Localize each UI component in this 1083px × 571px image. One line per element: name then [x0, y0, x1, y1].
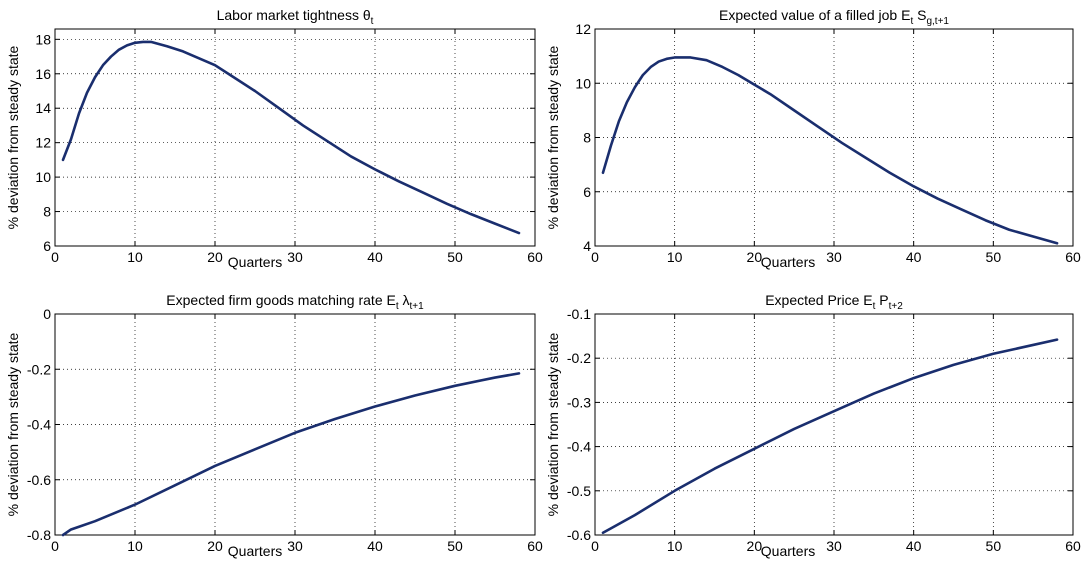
- y-axis-label: % deviation from steady state: [545, 332, 561, 516]
- x-tick-label: 20: [747, 249, 763, 265]
- series-line-1: [601, 56, 1059, 245]
- y-tick-label: -0.3: [567, 394, 591, 410]
- y-tick-label: 16: [35, 66, 51, 82]
- subplot-3: 0 10 20 30 40 50 60 -0.8 -0.6 -0.4 -0.2 0 Expected f…: [5, 292, 543, 559]
- x-tick-label: 10: [127, 249, 143, 265]
- series-line-1: [61, 372, 521, 537]
- y-tick-label: 10: [575, 75, 591, 91]
- x-tick-label: 50: [986, 538, 1002, 554]
- y-tick-label: -0.4: [27, 417, 51, 433]
- y-tick-label: 4: [583, 238, 591, 254]
- series-line-1: [601, 338, 1059, 535]
- x-tick-label: 0: [51, 249, 59, 265]
- x-axis-label: Quarters: [761, 543, 815, 559]
- x-axis-label: Quarters: [228, 254, 282, 270]
- x-tick-label: 50: [986, 249, 1002, 265]
- x-tick-label: 0: [591, 249, 599, 265]
- x-tick-label: 40: [906, 538, 922, 554]
- x-tick-label: 10: [667, 249, 683, 265]
- chart-title: Expected firm goods matching rate Et λt+…: [166, 292, 424, 312]
- y-tick-label: -0.1: [567, 306, 591, 322]
- x-tick-label: 40: [367, 249, 383, 265]
- x-tick-label: 20: [747, 538, 763, 554]
- y-tick-label: -0.6: [567, 527, 591, 543]
- y-tick-label: 14: [35, 100, 51, 116]
- subplot-2: 0 10 20 30 40 50 60 4 6 8 10 12 Expected value of a …: [545, 7, 1081, 270]
- x-tick-label: 30: [287, 249, 303, 265]
- x-tick-label: 0: [51, 538, 59, 554]
- x-tick-label: 60: [527, 249, 543, 265]
- y-tick-label: 8: [43, 204, 51, 220]
- axes-box: [594, 313, 1074, 536]
- x-tick-label: 60: [527, 538, 543, 554]
- series-line-1: [61, 40, 521, 235]
- x-tick-label: 0: [591, 538, 599, 554]
- y-axis-label: % deviation from steady state: [5, 45, 21, 229]
- y-tick-label: 0: [43, 306, 51, 322]
- y-tick-label: 18: [35, 31, 51, 47]
- y-tick-label: -0.4: [567, 439, 591, 455]
- y-tick-label: 12: [575, 21, 591, 37]
- y-tick-label: 6: [583, 184, 591, 200]
- y-tick-label: 12: [35, 135, 51, 151]
- x-tick-label: 50: [447, 538, 463, 554]
- subplot-1: 0 10 20 30 40 50 60 6 8 10 12 14 16 18 Labor market ti…: [5, 7, 543, 270]
- x-tick-label: 60: [1065, 249, 1081, 265]
- y-tick-label: 8: [583, 130, 591, 146]
- x-tick-label: 30: [287, 538, 303, 554]
- x-tick-label: 20: [207, 249, 223, 265]
- x-tick-label: 10: [127, 538, 143, 554]
- x-tick-label: 20: [207, 538, 223, 554]
- y-tick-label: 6: [43, 238, 51, 254]
- chart-title: Labor market tightness θt: [217, 7, 374, 27]
- x-tick-label: 40: [367, 538, 383, 554]
- x-tick-label: 30: [826, 538, 842, 554]
- subplot-4: 0 10 20 30 40 50 60 -0.6 -0.5 -0.4 -0.3 -0.2 -0.1 Exp…: [545, 292, 1081, 559]
- y-tick-label: 10: [35, 169, 51, 185]
- x-tick-label: 10: [667, 538, 683, 554]
- y-tick-label: -0.6: [27, 472, 51, 488]
- x-axis-label: Quarters: [761, 254, 815, 270]
- x-tick-label: 50: [447, 249, 463, 265]
- y-axis-label: % deviation from steady state: [545, 45, 561, 229]
- y-tick-label: -0.2: [567, 350, 591, 366]
- x-tick-label: 40: [906, 249, 922, 265]
- y-tick-label: -0.5: [567, 483, 591, 499]
- y-axis-label: % deviation from steady state: [5, 332, 21, 516]
- y-tick-label: -0.2: [27, 361, 51, 377]
- chart-title: Expected value of a filled job Et Sg,t+1: [719, 7, 949, 27]
- x-axis-label: Quarters: [228, 543, 282, 559]
- x-tick-label: 30: [826, 249, 842, 265]
- chart-title: Expected Price Et Pt+2: [765, 292, 903, 312]
- x-tick-label: 60: [1065, 538, 1081, 554]
- y-tick-label: -0.8: [27, 527, 51, 543]
